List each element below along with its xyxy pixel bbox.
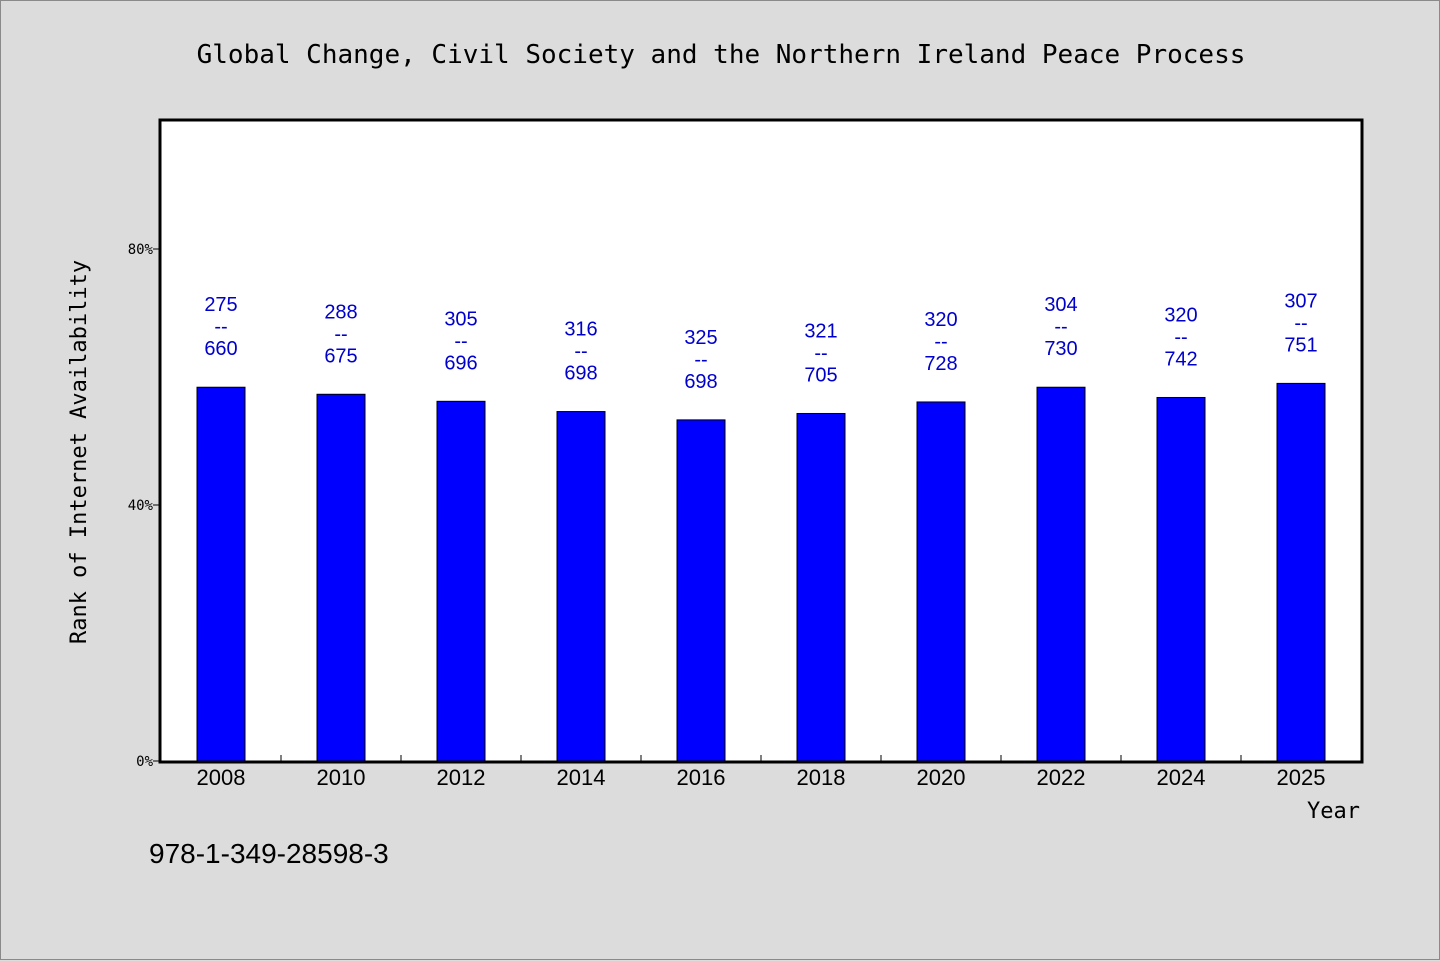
- ticks-layer: 2008 2010 2012 2014 2016 2018 2020 2022 2024 2025…: [128, 242, 1326, 790]
- x-tick-label-2020: 2020: [917, 765, 966, 790]
- data-labels-layer: 275--660288--675305--696316--698325--698…: [204, 290, 1317, 392]
- isbn-label: 978-1-349-28598-3: [149, 838, 389, 869]
- data-label-2010-mid: --: [334, 323, 347, 345]
- data-label-2016-mid: --: [694, 349, 707, 371]
- data-label-2020-top: 320: [924, 309, 957, 331]
- x-tick-label-2012: 2012: [437, 765, 486, 790]
- data-label-2014-bottom: 698: [564, 363, 597, 385]
- chart-title: Global Change, Civil Society and the Nor…: [197, 40, 1246, 70]
- bar-2022: [1036, 386, 1086, 762]
- data-label-2012-top: 305: [444, 308, 477, 330]
- data-label-2022-mid: --: [1054, 316, 1067, 338]
- bar-2012: [436, 400, 486, 762]
- x-tick-label-2024: 2024: [1157, 765, 1206, 790]
- x-tick-label-2022: 2022: [1037, 765, 1086, 790]
- data-label-2010-bottom: 675: [324, 345, 357, 367]
- data-label-2016-top: 325: [684, 327, 717, 349]
- data-label-2020-bottom: 728: [924, 353, 957, 375]
- bars-layer: [196, 382, 1326, 762]
- bar-2025: [1276, 382, 1326, 762]
- bar-2018: [796, 412, 846, 762]
- data-label-2024-mid: --: [1174, 326, 1187, 348]
- data-label-2014-mid: --: [574, 341, 587, 363]
- x-tick-label-2018: 2018: [797, 765, 846, 790]
- x-tick-label-2025: 2025: [1277, 765, 1326, 790]
- data-label-2022-bottom: 730: [1044, 338, 1077, 360]
- data-label-2016-bottom: 698: [684, 371, 717, 393]
- data-label-2025-bottom: 751: [1284, 334, 1317, 356]
- data-label-2025-mid: --: [1294, 312, 1307, 334]
- bar-2016: [676, 419, 726, 762]
- x-tick-label-2010: 2010: [317, 765, 366, 790]
- data-label-2022-top: 304: [1044, 294, 1077, 316]
- y-tick-label: 80%: [128, 242, 154, 258]
- bar-2020: [916, 401, 966, 762]
- data-label-2012-mid: --: [454, 330, 467, 352]
- data-label-2018-mid: --: [814, 342, 827, 364]
- data-label-2008-top: 275: [204, 294, 237, 316]
- data-label-2012-bottom: 696: [444, 352, 477, 374]
- x-tick-label-2014: 2014: [557, 765, 606, 790]
- y-tick-label: 0%: [136, 754, 153, 770]
- data-label-2018-bottom: 705: [804, 364, 837, 386]
- x-tick-label-2016: 2016: [677, 765, 726, 790]
- y-tick-label: 40%: [128, 498, 154, 514]
- bar-2010: [316, 393, 366, 762]
- bar-2008: [196, 386, 246, 762]
- data-label-2018-top: 321: [804, 320, 837, 342]
- data-label-2020-mid: --: [934, 331, 947, 353]
- data-label-2008-bottom: 660: [204, 338, 237, 360]
- data-label-2024-bottom: 742: [1164, 348, 1197, 370]
- x-tick-label-2008: 2008: [197, 765, 246, 790]
- data-label-2014-top: 316: [564, 319, 597, 341]
- data-label-2010-top: 288: [324, 301, 357, 323]
- y-axis-label: Rank of Internet Availability: [67, 260, 92, 644]
- x-axis-label: Year: [1307, 799, 1360, 824]
- data-label-2008-mid: --: [214, 316, 227, 338]
- bar-2014: [556, 411, 606, 762]
- data-label-2025-top: 307: [1284, 290, 1317, 312]
- bar-2024: [1156, 396, 1206, 762]
- data-label-2024-top: 320: [1164, 304, 1197, 326]
